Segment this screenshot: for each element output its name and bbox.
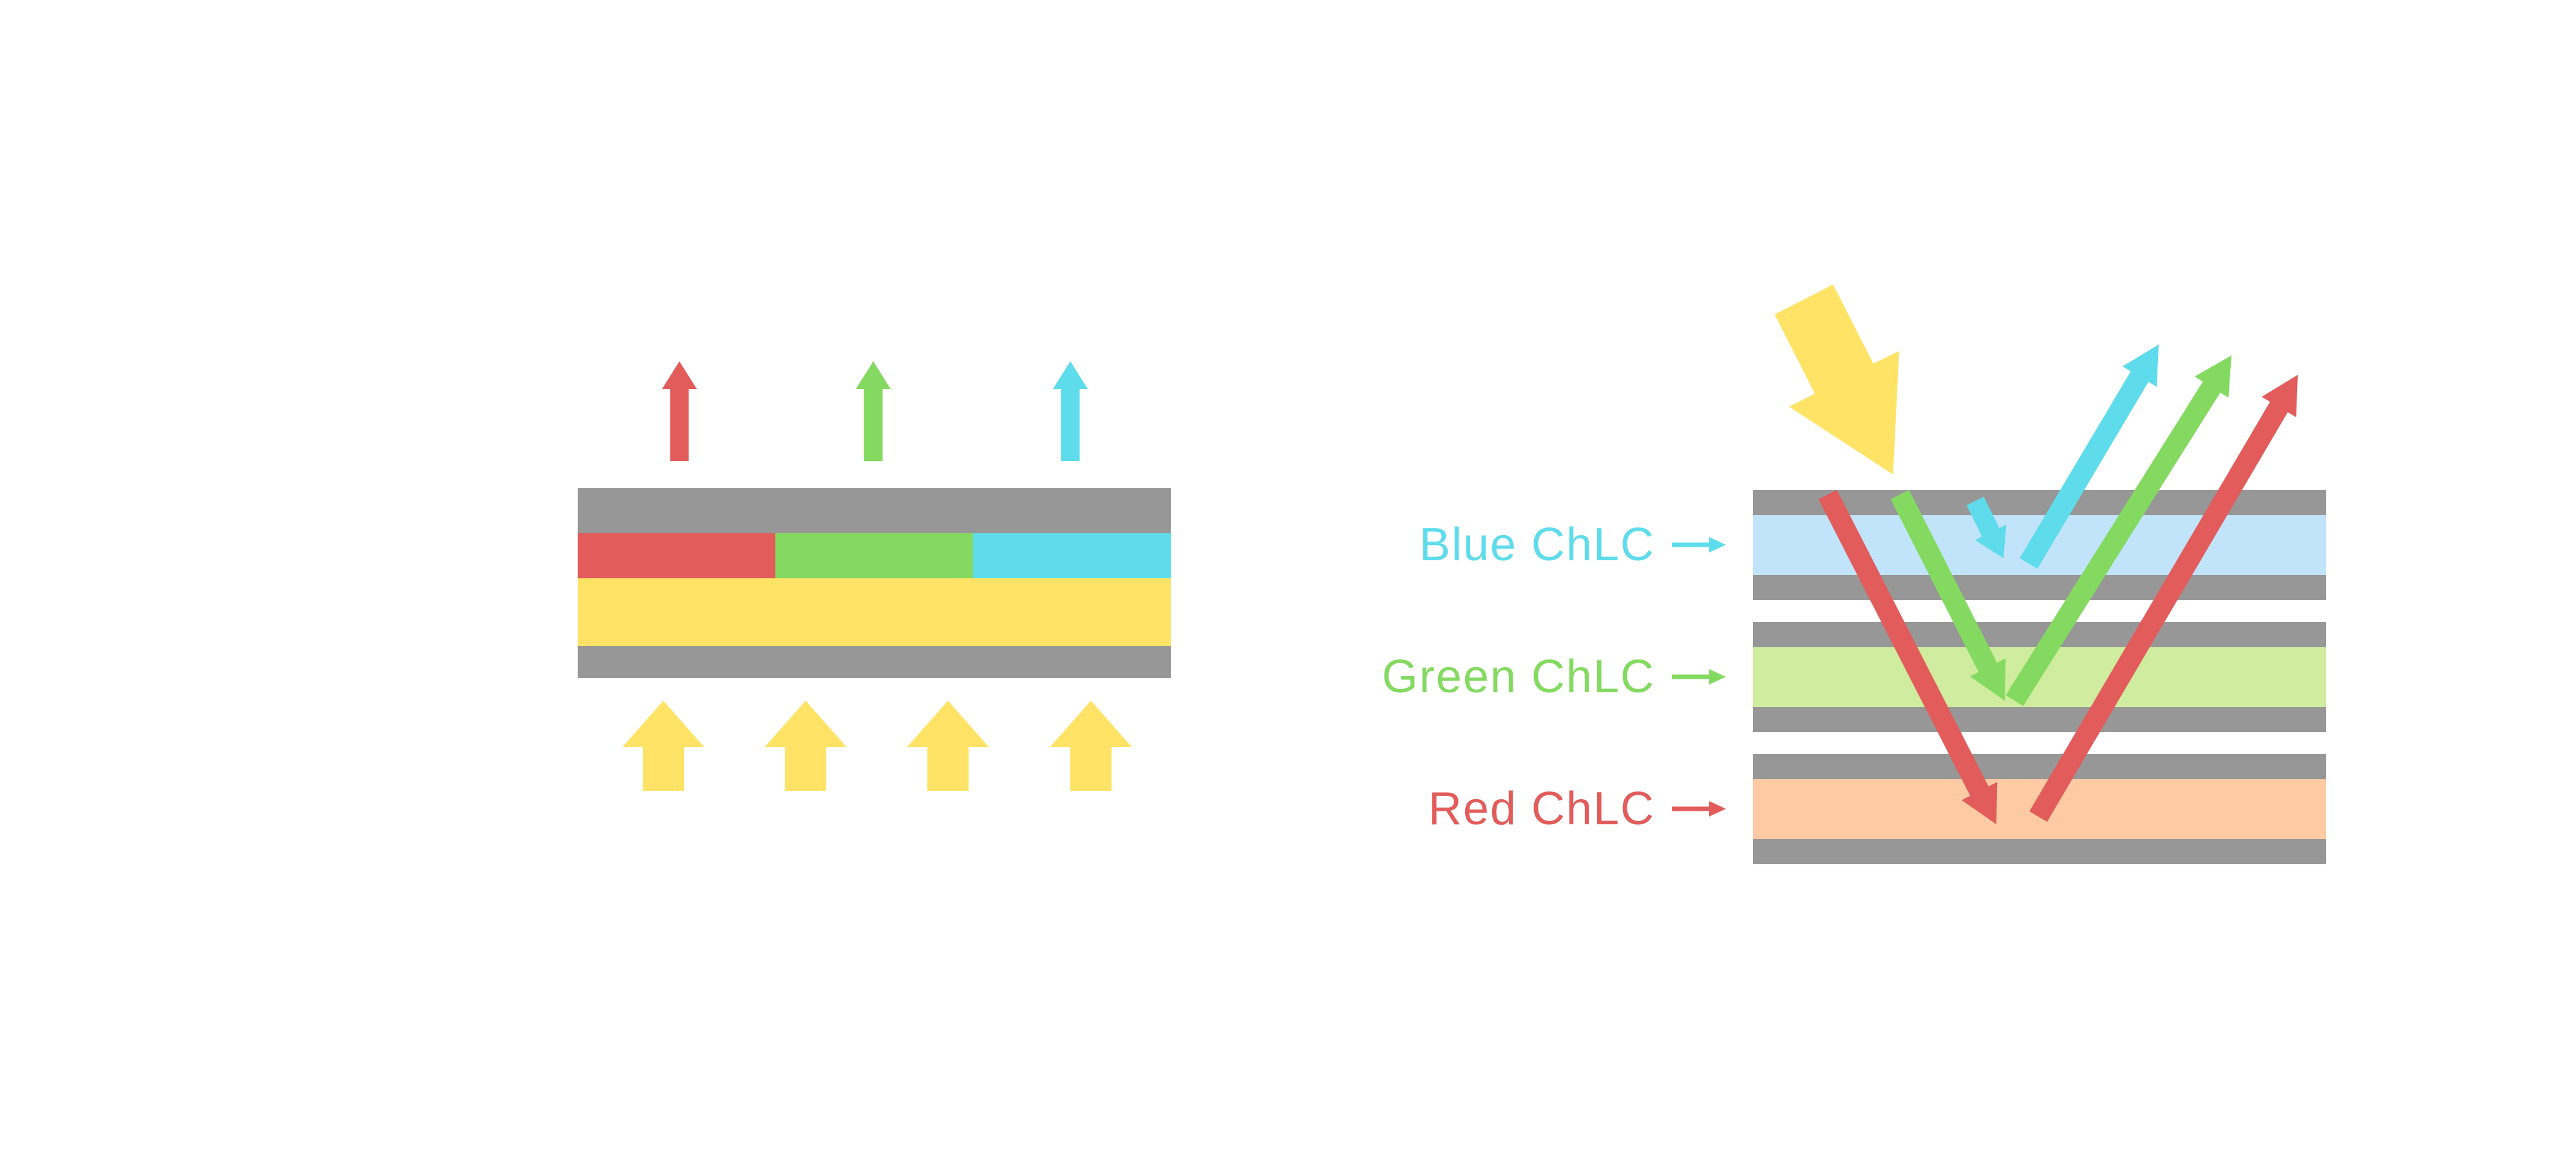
left-bottom-glass-layer xyxy=(578,646,1171,678)
left-blue-subpixel xyxy=(973,533,1171,578)
red-chlc-label: Red ChLC xyxy=(1428,783,1655,835)
reflected-blue-arrow-icon xyxy=(2020,345,2159,569)
blue-label-pointer-arrow-icon xyxy=(1672,537,1726,553)
transmitted-green-arrow-icon xyxy=(1890,489,2006,701)
left-pixel-stack-diagram xyxy=(578,488,1171,678)
red-cell-bottom-substrate xyxy=(1753,839,2326,864)
arrow-layer xyxy=(622,345,2298,824)
left-backlight-layer xyxy=(578,578,1171,646)
reflected-green-arrow-icon xyxy=(2005,355,2231,706)
backlight-arrow-2-icon xyxy=(764,701,847,791)
red-cell-top-substrate xyxy=(1753,754,2326,779)
transmitted-red-arrow-icon xyxy=(1818,489,1998,824)
left-red-output-arrow-icon xyxy=(662,361,697,461)
backlight-arrow-4-icon xyxy=(1050,701,1132,791)
backlight-arrow-3-icon xyxy=(907,701,989,791)
backlight-arrow-1-icon xyxy=(622,701,705,791)
red-label-pointer-arrow-icon xyxy=(1672,801,1726,817)
left-green-subpixel xyxy=(775,533,973,578)
left-green-output-arrow-icon xyxy=(856,361,891,461)
blue-cell-bottom-substrate xyxy=(1753,575,2326,600)
green-chlc-label: Green ChLC xyxy=(1381,651,1655,703)
green-cell-bottom-substrate xyxy=(1753,707,2326,732)
blue-chlc-label: Blue ChLC xyxy=(1419,519,1655,571)
incident-light-arrow-icon xyxy=(1774,284,1899,475)
green-label-pointer-arrow-icon xyxy=(1672,669,1726,685)
transmitted-blue-arrow-icon xyxy=(1966,497,2007,558)
left-top-glass-layer xyxy=(578,488,1171,533)
left-blue-output-arrow-icon xyxy=(1053,361,1088,461)
left-red-subpixel xyxy=(578,533,775,578)
reflected-red-arrow-icon xyxy=(2029,375,2298,822)
